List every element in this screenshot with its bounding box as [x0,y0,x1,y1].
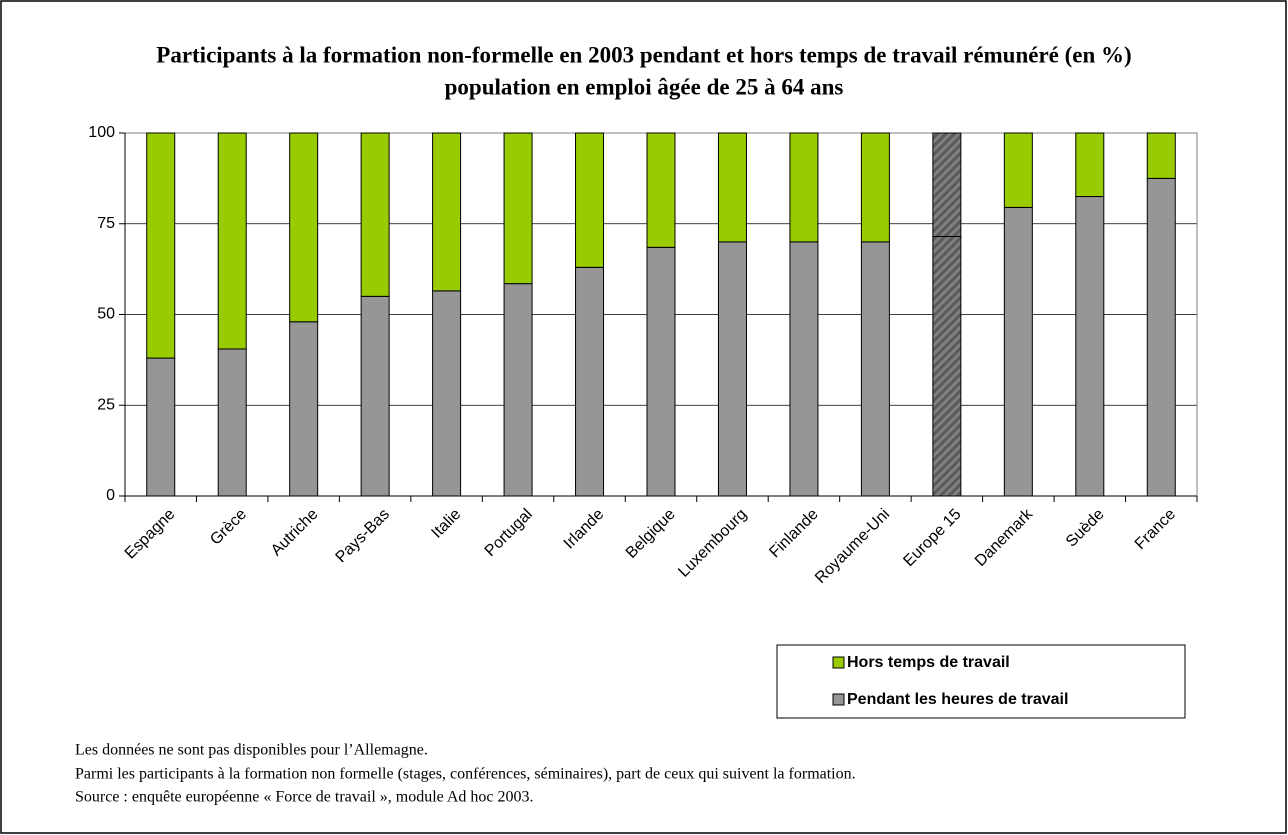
bar [860,132,890,243]
bar [146,132,176,359]
bar [789,241,819,497]
bar [289,321,319,497]
y-tick-label: 75 [97,215,115,232]
bar [503,283,533,497]
bar [717,241,747,497]
chart-subtitle: population en emploi âgée de 25 à 64 ans [445,74,844,99]
bar [646,132,676,248]
bar [1146,132,1176,179]
bar [432,132,462,292]
chart-title: Participants à la formation non-formelle… [156,42,1131,67]
bar [717,132,747,243]
bar [575,266,605,497]
bar [932,235,962,497]
bar [360,132,390,297]
bar [789,132,819,243]
y-tick-label: 50 [97,306,115,323]
bar [217,132,247,350]
bar [1075,196,1105,497]
legend-swatch [832,656,845,669]
legend-label: Pendant les heures de travail [847,691,1068,708]
bar [432,290,462,497]
y-tick-label: 100 [88,124,115,141]
bar [360,295,390,497]
y-tick-label: 25 [97,396,115,413]
bar [146,357,176,497]
legend [776,644,1186,719]
bar [860,241,890,497]
bar [217,348,247,497]
legend-label: Hors temps de travail [847,654,1010,671]
bar [575,132,605,268]
bar [1075,132,1105,198]
note: Source : enquête européenne « Force de t… [75,789,534,806]
bar [1003,132,1033,208]
bar [1146,177,1176,497]
bar [503,132,533,285]
note: Parmi les participants à la formation no… [75,766,856,783]
bar [289,132,319,323]
y-tick-label: 0 [106,487,115,504]
legend-swatch [832,693,845,706]
note: Les données ne sont pas disponibles pour… [75,742,428,759]
bar [932,132,962,237]
bar [646,246,676,497]
bar [1003,206,1033,497]
